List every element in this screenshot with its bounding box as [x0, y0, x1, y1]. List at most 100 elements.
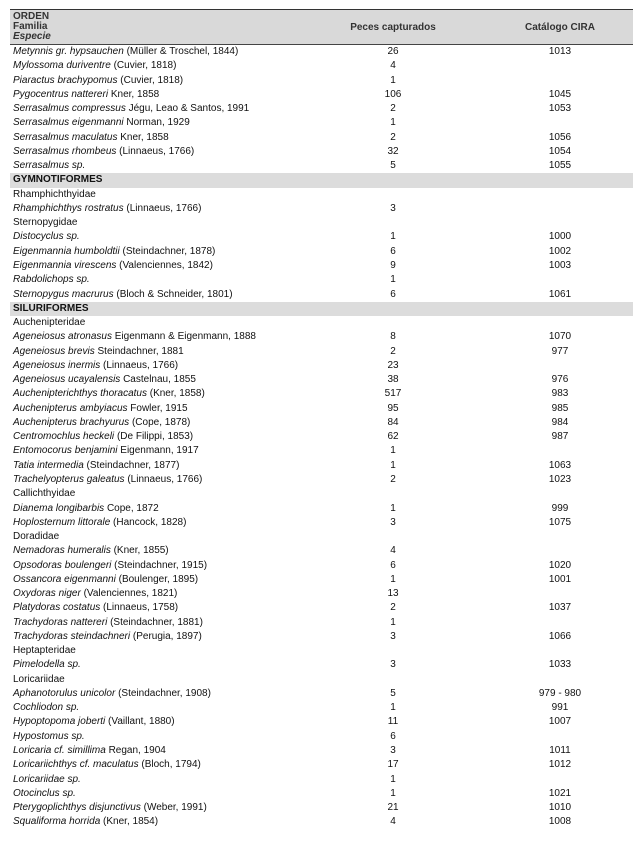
cira-catalog-number: 1013	[548, 46, 572, 57]
table-row: Ageneiosus inermis (Linnaeus, 1766) 23	[10, 359, 633, 373]
species-name: Mylossoma duriventre (Cuvier, 1818)	[13, 59, 176, 73]
species-binomial: Metynnis gr. hypsauchen	[13, 46, 124, 57]
species-name: Squaliforma horrida (Kner, 1854)	[13, 815, 158, 829]
fish-captured-count: 6	[390, 245, 396, 257]
fish-captured-count: 3	[390, 745, 396, 757]
species-binomial: Ageneiosus atronasus	[13, 331, 112, 343]
cira-catalog-number: 987	[551, 431, 569, 443]
cira-catalog-number: 1020	[548, 559, 572, 571]
table-row: Rhamphichthys rostratus (Linnaeus, 1766)…	[10, 202, 633, 216]
species-binomial: Centromochlus heckeli	[13, 431, 115, 443]
table-row: Centromochlus heckeli (De Filippi, 1853)…	[10, 430, 633, 444]
fish-captured-count: 3	[390, 659, 396, 671]
species-name: Trachydoras nattereri (Steindachner, 188…	[13, 616, 203, 630]
family-row: Rhamphichthyidae	[10, 188, 633, 202]
species-binomial: Pterygoplichthys disjunctivus	[13, 802, 141, 814]
species-author: Regan, 1904	[105, 745, 166, 757]
cira-catalog-number: 1061	[548, 288, 572, 300]
species-binomial: Sternopygus macrurus	[13, 288, 114, 300]
fish-captured-count: 84	[387, 416, 399, 428]
order-row: GYMNOTIFORMES	[10, 173, 633, 188]
cira-catalog-number: 1054	[548, 145, 572, 157]
fish-captured-count: 5	[390, 687, 396, 699]
header-catalogo-cira: Catálogo CIRA	[525, 22, 595, 33]
header-orden: ORDEN	[13, 11, 50, 22]
species-author: (Steindachner, 1878)	[119, 245, 216, 257]
fish-captured-count: 2	[390, 602, 396, 614]
table-row: Serrasalmus compressus Jégu, Leao & Sant…	[10, 102, 633, 116]
family-label: Auchenipteridae	[13, 317, 86, 329]
species-name: Trachydoras steindachneri (Perugia, 1897…	[13, 630, 202, 644]
table-row: Serrasalmus maculatus Kner, 1858 2 1056	[10, 131, 633, 145]
cira-catalog-number: 991	[551, 702, 569, 714]
fish-captured-count: 32	[387, 145, 399, 157]
cira-catalog-number: 1012	[548, 759, 572, 771]
species-author: (Steindachner, 1908)	[115, 687, 211, 699]
family-row: Doradidae	[10, 530, 633, 544]
species-binomial: Loricariidae sp.	[13, 773, 81, 785]
species-author: (Steindachner, 1877)	[83, 459, 180, 471]
table-body: Metynnis gr. hypsauchen (Müller & Trosch…	[10, 45, 633, 830]
species-binomial: Ageneiosus ucayalensis	[13, 374, 121, 386]
species-binomial: Pimelodella sp.	[13, 659, 81, 671]
species-table: ORDEN Familia Especie Peces capturados C…	[10, 9, 633, 830]
table-row: Trachydoras nattereri (Steindachner, 188…	[10, 616, 633, 630]
species-author: (Kner, 1855)	[110, 545, 169, 557]
fish-captured-count: 3	[390, 630, 396, 642]
species-binomial: Tatia intermedia	[13, 459, 84, 471]
species-binomial: Hypostomus sp.	[13, 730, 85, 742]
species-binomial: Auchenipterus ambyiacus	[13, 402, 128, 414]
species-author: (Linnaeus, 1766)	[124, 473, 203, 485]
fish-captured-count: 11	[387, 716, 399, 728]
cira-catalog-number: 1066	[548, 630, 572, 642]
species-author: (Steindachner, 1881)	[107, 616, 203, 628]
species-binomial: Mylossoma duriventre	[13, 60, 111, 72]
species-name: Oxydoras niger (Valenciennes, 1821)	[13, 587, 177, 601]
species-binomial: Oxydoras niger	[13, 588, 81, 600]
order-row: SILURIFORMES	[10, 301, 633, 317]
family-label: Doradidae	[13, 531, 60, 543]
table-row: Loricaria cf. simillima Regan, 1904 3 1011	[10, 744, 633, 758]
species-name: Serrasalmus rhombeus (Linnaeus, 1766)	[13, 145, 194, 159]
fish-captured-count: 1	[390, 573, 396, 585]
species-name: Loricariichthys cf. maculatus (Bloch, 17…	[13, 758, 201, 772]
species-name: Ageneiosus ucayalensis Castelnau, 1855	[13, 373, 196, 387]
species-author: (Linnaeus, 1766)	[116, 145, 195, 157]
species-name: Serrasalmus eigenmanni Norman, 1929	[13, 116, 190, 130]
species-name: Eigenmannia virescens (Valenciennes, 184…	[13, 259, 213, 273]
species-binomial: Cochliodon sp.	[13, 702, 80, 714]
fish-captured-count: 1	[390, 459, 396, 471]
family-label: Callichthyidae	[13, 488, 76, 500]
fish-captured-count: 23	[387, 359, 399, 371]
species-author: (Bloch, 1794)	[138, 759, 201, 771]
cira-catalog-number: 1033	[548, 659, 572, 671]
fish-captured-count: 4	[390, 60, 396, 72]
table-row: Pygocentrus nattereri Kner, 1858 106 1045	[10, 88, 633, 102]
species-binomial: Serrasalmus rhombeus	[13, 145, 117, 157]
species-author: (Steindachner, 1915)	[111, 559, 208, 571]
family-label: Loricariidae	[13, 673, 65, 685]
species-name: Pygocentrus nattereri Kner, 1858	[13, 88, 159, 102]
cira-catalog-number: 1003	[548, 259, 572, 271]
table-row: Rabdolichops sp. 1	[10, 273, 633, 287]
fish-captured-count: 1	[390, 74, 396, 86]
cira-catalog-number: 1055	[548, 160, 572, 172]
table-row: Trachelyopterus galeatus (Linnaeus, 1766…	[10, 473, 633, 487]
table-row: Pimelodella sp. 3 1033	[10, 658, 633, 672]
cira-catalog-number: 985	[551, 402, 569, 414]
fish-captured-count: 1	[390, 445, 396, 457]
species-author: Norman, 1929	[123, 117, 190, 129]
table-row: Hypostomus sp. 6	[10, 730, 633, 744]
species-author: Fowler, 1915	[127, 402, 188, 414]
species-binomial: Auchenipterus brachyurus	[13, 416, 130, 428]
fish-captured-count: 17	[387, 759, 399, 771]
cira-catalog-number: 1075	[548, 516, 572, 528]
species-name: Ageneiosus inermis (Linnaeus, 1766)	[13, 359, 178, 373]
species-name: Aphanotorulus unicolor (Steindachner, 19…	[13, 687, 211, 701]
species-author: (Kner, 1854)	[100, 816, 159, 828]
fish-captured-count: 1	[390, 117, 396, 129]
cira-catalog-number: 1063	[548, 459, 572, 471]
fish-captured-count: 6	[390, 730, 396, 742]
species-author: Kner, 1858	[108, 88, 160, 100]
cira-catalog-number: 1011	[549, 745, 571, 757]
